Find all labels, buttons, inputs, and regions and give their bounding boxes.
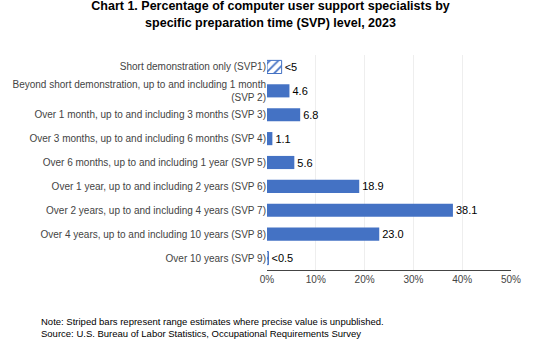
svg-text:5.6: 5.6 xyxy=(297,157,312,169)
svg-text:23.0: 23.0 xyxy=(382,228,403,240)
svg-text:Over 1 year, up to and includi: Over 1 year, up to and including 2 years… xyxy=(52,181,266,192)
svg-text:Chart 1. Percentage of compute: Chart 1. Percentage of computer user sup… xyxy=(91,0,449,30)
svg-text:<0.5: <0.5 xyxy=(271,252,293,264)
svg-text:38.1: 38.1 xyxy=(456,204,477,216)
svg-text:0%: 0% xyxy=(260,274,275,285)
svg-text:1.1: 1.1 xyxy=(275,133,290,145)
svg-text:Beyond short demonstration, up: Beyond short demonstration, up to and in… xyxy=(13,79,267,103)
svg-text:Over 4 years, up to and includ: Over 4 years, up to and including 10 yea… xyxy=(41,229,267,240)
svg-text:Over 1 month, up to and includ: Over 1 month, up to and including 3 mont… xyxy=(34,109,266,120)
svg-text:<5: <5 xyxy=(285,61,298,73)
svg-text:Over 6 months, up to and inclu: Over 6 months, up to and including 1 yea… xyxy=(43,157,266,168)
svg-text:6.8: 6.8 xyxy=(303,109,318,121)
svg-text:30%: 30% xyxy=(403,274,423,285)
svg-text:4.6: 4.6 xyxy=(292,85,307,97)
svg-text:Over 10 years (SVP 9): Over 10 years (SVP 9) xyxy=(166,253,266,264)
svg-text:18.9: 18.9 xyxy=(362,180,383,192)
svg-text:Over 3 months, up to and inclu: Over 3 months, up to and including 6 mon… xyxy=(29,133,266,144)
svg-text:Short demonstration only (SVP1: Short demonstration only (SVP1) xyxy=(120,61,266,72)
svg-text:40%: 40% xyxy=(452,274,472,285)
svg-text:20%: 20% xyxy=(355,274,375,285)
svg-text:Over 2 years, up to and includ: Over 2 years, up to and including 4 year… xyxy=(46,205,266,216)
svg-text:50%: 50% xyxy=(501,274,521,285)
svg-text:10%: 10% xyxy=(306,274,326,285)
svg-text:Note: Striped bars represent r: Note: Striped bars represent range estim… xyxy=(41,316,384,339)
